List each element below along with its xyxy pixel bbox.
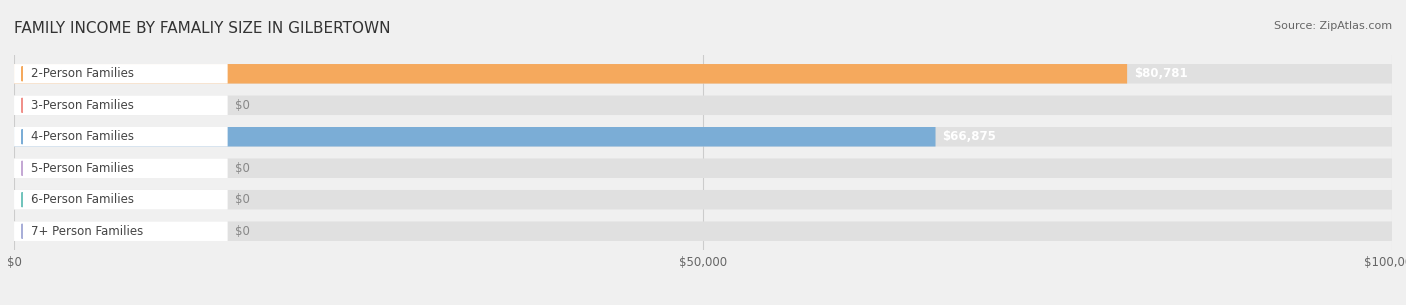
FancyBboxPatch shape (14, 127, 1392, 146)
FancyBboxPatch shape (14, 64, 1392, 84)
Text: 2-Person Families: 2-Person Families (31, 67, 134, 80)
FancyBboxPatch shape (14, 190, 228, 210)
FancyBboxPatch shape (14, 95, 1392, 115)
FancyBboxPatch shape (14, 159, 1392, 178)
Text: 6-Person Families: 6-Person Families (31, 193, 134, 206)
Text: 5-Person Families: 5-Person Families (31, 162, 134, 175)
Text: FAMILY INCOME BY FAMALIY SIZE IN GILBERTOWN: FAMILY INCOME BY FAMALIY SIZE IN GILBERT… (14, 21, 391, 36)
FancyBboxPatch shape (14, 95, 228, 115)
Text: Source: ZipAtlas.com: Source: ZipAtlas.com (1274, 21, 1392, 31)
FancyBboxPatch shape (14, 190, 1392, 210)
Text: 3-Person Families: 3-Person Families (31, 99, 134, 112)
FancyBboxPatch shape (14, 64, 1128, 84)
Text: 4-Person Families: 4-Person Families (31, 130, 134, 143)
FancyBboxPatch shape (14, 221, 1392, 241)
FancyBboxPatch shape (14, 64, 228, 84)
Text: $0: $0 (235, 162, 249, 175)
Text: $0: $0 (235, 225, 249, 238)
FancyBboxPatch shape (14, 127, 935, 146)
FancyBboxPatch shape (14, 159, 228, 178)
Text: $0: $0 (235, 99, 249, 112)
Text: $80,781: $80,781 (1135, 67, 1188, 80)
Text: 7+ Person Families: 7+ Person Families (31, 225, 143, 238)
FancyBboxPatch shape (14, 127, 228, 146)
Text: $0: $0 (235, 193, 249, 206)
FancyBboxPatch shape (14, 221, 228, 241)
Text: $66,875: $66,875 (942, 130, 997, 143)
